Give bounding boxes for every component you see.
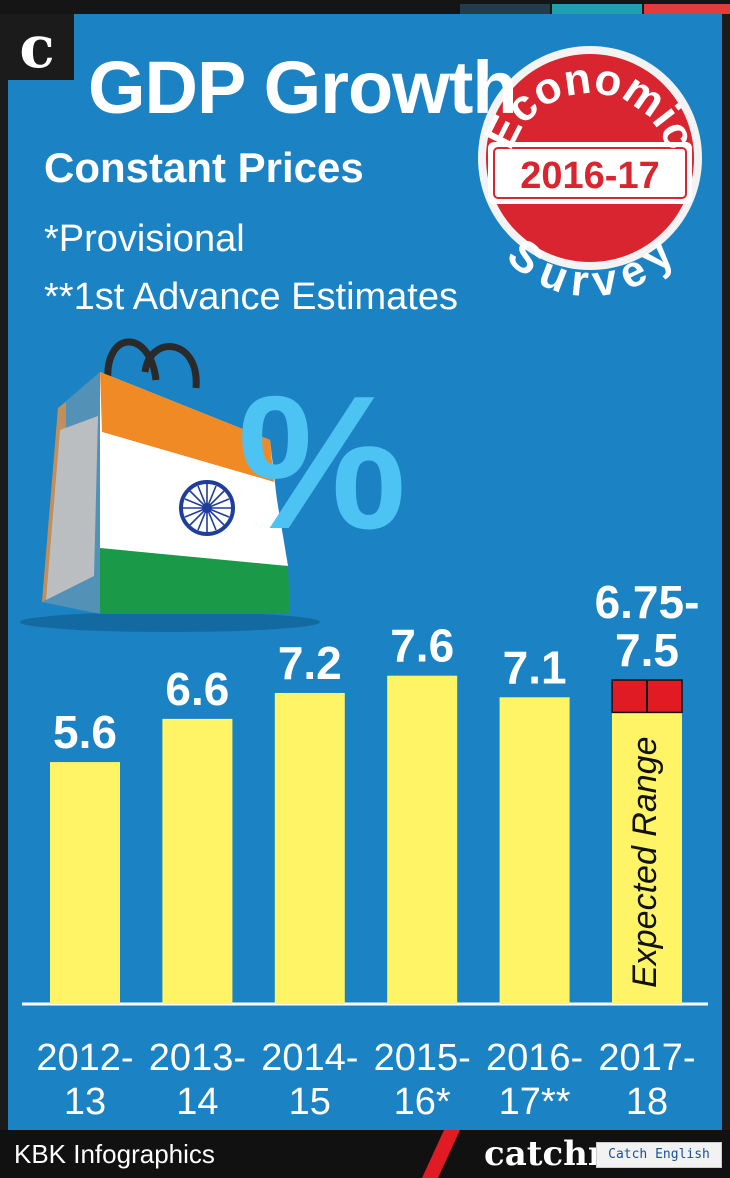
category-label: 13 — [64, 1081, 106, 1123]
category-label: 17** — [499, 1081, 571, 1123]
value-label: 6.75- — [595, 576, 700, 628]
catch-logo-letter: c — [19, 13, 55, 81]
value-label: 7.1 — [503, 641, 567, 693]
footer-slash-decoration — [422, 1130, 460, 1178]
footer-bar: KBK Infographics catchnews Catch English — [0, 1130, 730, 1178]
bar — [499, 697, 570, 1004]
category-label: 14 — [176, 1081, 218, 1123]
bar — [274, 692, 345, 1004]
value-label: 7.5 — [615, 624, 679, 676]
value-label: 7.2 — [278, 637, 342, 689]
bar — [162, 718, 233, 1004]
value-label: 5.6 — [53, 706, 117, 758]
value-label: 6.6 — [165, 663, 229, 715]
category-label: 2016- — [486, 1037, 583, 1079]
top-color-strip — [0, 0, 730, 14]
category-label: 2017- — [598, 1037, 695, 1079]
category-label: 18 — [626, 1081, 668, 1123]
value-label: 7.6 — [390, 620, 454, 672]
bar — [50, 762, 120, 1004]
range-label: Expected Range — [626, 736, 664, 987]
category-label: 2014- — [261, 1037, 358, 1079]
category-label: 16* — [394, 1081, 451, 1123]
page-title: GDP Growth — [88, 46, 518, 129]
page-subtitle: Constant Prices — [44, 144, 364, 191]
footer-credit: KBK Infographics — [14, 1139, 215, 1169]
category-label: 2015- — [374, 1037, 471, 1079]
bar — [387, 675, 458, 1004]
category-label: 2012- — [36, 1037, 133, 1079]
india-flag-shopping-bag-icon — [20, 338, 320, 632]
note-advance-estimates: **1st Advance Estimates — [44, 276, 458, 318]
watermark-label: Catch English — [596, 1142, 722, 1168]
note-provisional: *Provisional — [44, 218, 245, 260]
catch-logo: c — [0, 14, 74, 80]
category-label: 15 — [289, 1081, 331, 1123]
percent-symbol: % — [238, 357, 407, 569]
gdp-bar-chart: 5.6 2012-13 6.6 2013-14 7.2 2014-15 7.6 2015-16… — [22, 576, 708, 1123]
bar — [612, 712, 682, 1004]
badge-year: 2016-17 — [520, 155, 659, 197]
category-label: 2013- — [149, 1037, 246, 1079]
